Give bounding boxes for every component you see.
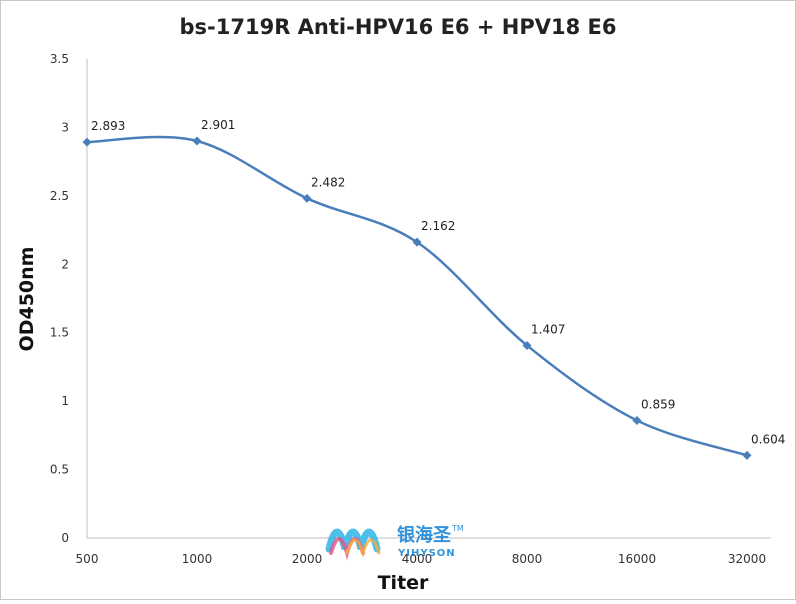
x-axis-title: Titer	[378, 572, 429, 594]
y-tick-label: 1.5	[50, 326, 69, 340]
data-point-marker	[742, 450, 752, 460]
x-tick-label: 1000	[182, 552, 213, 566]
yihyson-logo-icon	[325, 528, 381, 561]
watermark-trademark: TM	[451, 524, 464, 533]
data-point-marker	[522, 340, 532, 350]
x-tick-label: 8000	[512, 552, 543, 566]
data-label: 2.482	[311, 175, 345, 189]
y-tick-label: 0	[61, 531, 69, 545]
watermark-brand-latin: YIHYSON	[397, 548, 456, 559]
watermark-brand: 银海圣	[397, 524, 452, 546]
data-label: 2.893	[91, 119, 125, 133]
chart-title: bs-1719R Anti-HPV16 E6 + HPV18 E6	[180, 15, 617, 39]
data-label: 1.407	[531, 322, 565, 336]
data-point-marker	[412, 237, 422, 247]
data-label: 2.162	[421, 219, 455, 233]
data-point-marker	[632, 415, 642, 425]
data-point-marker	[192, 136, 202, 146]
y-axis-title: OD450nm	[16, 247, 38, 352]
y-tick-label: 3	[61, 120, 69, 134]
data-point-marker	[82, 137, 92, 147]
x-tick-label: 500	[76, 552, 99, 566]
data-label: 0.604	[751, 432, 785, 446]
x-tick-label: 32000	[728, 552, 766, 566]
y-tick-label: 1	[61, 394, 69, 408]
y-axis-ticks: 0 0.5 1 1.5 2 2.5 3 3.5	[50, 52, 69, 545]
data-point-marker	[302, 193, 312, 203]
y-tick-label: 3.5	[50, 52, 69, 66]
x-tick-label: 16000	[618, 552, 656, 566]
data-label: 0.859	[641, 397, 675, 411]
y-tick-label: 0.5	[50, 463, 69, 477]
x-axis-ticks: 500 1000 2000 4000 8000 16000 32000	[76, 552, 767, 566]
y-tick-label: 2	[61, 257, 69, 271]
data-label: 2.901	[201, 118, 235, 132]
x-tick-label: 2000	[292, 552, 323, 566]
series-group: 2.893 2.901 2.482 2.162 1.407 0.859 0.604	[82, 118, 785, 460]
x-tick-label: 4000	[402, 552, 433, 566]
watermark-logo: 银海圣 TM YIHYSON	[325, 524, 464, 561]
y-tick-label: 2.5	[50, 189, 69, 203]
